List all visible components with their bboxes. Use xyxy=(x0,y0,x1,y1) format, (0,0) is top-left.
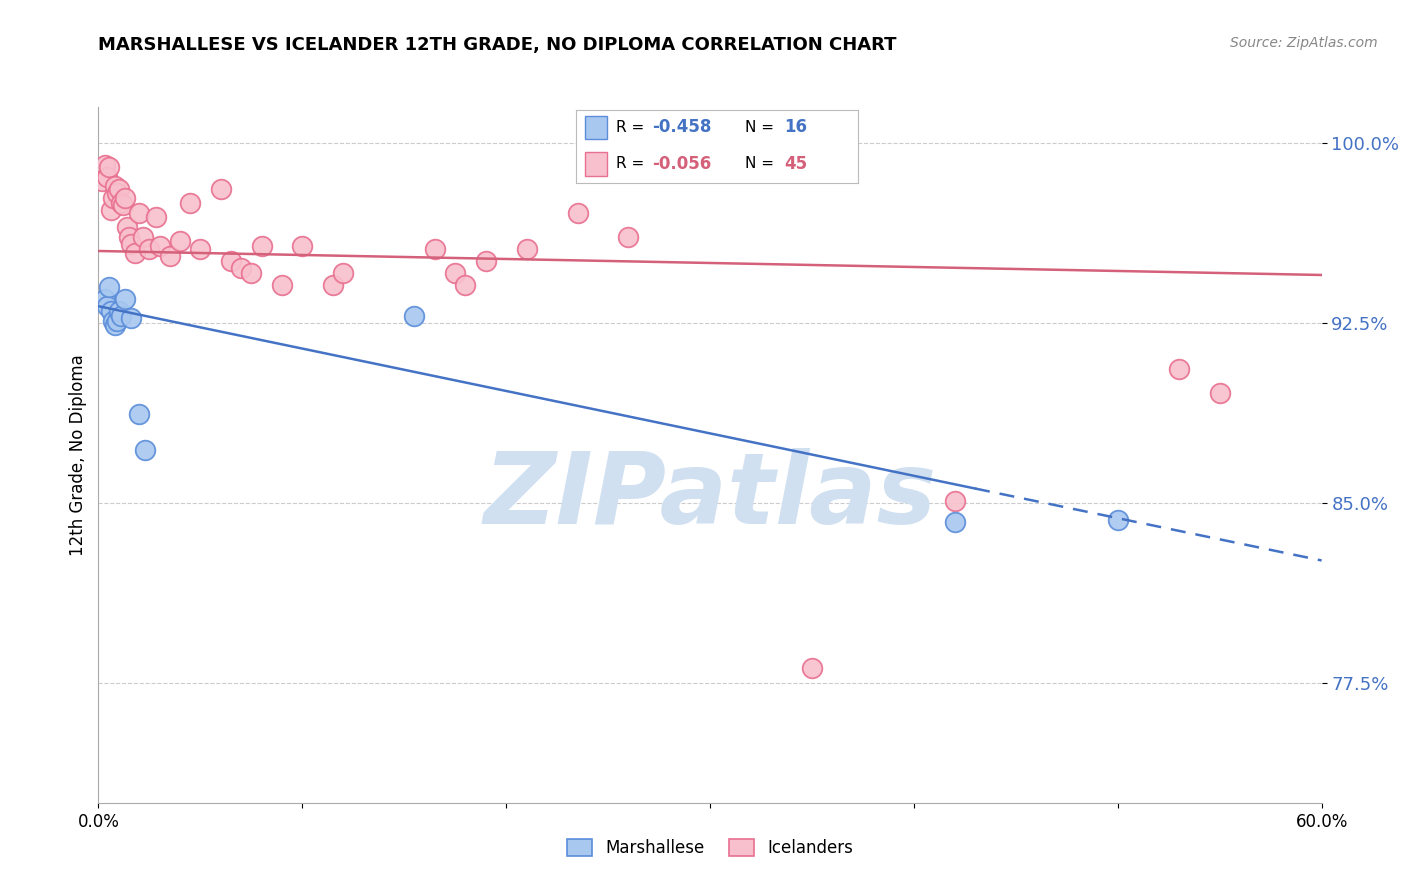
Point xyxy=(423,242,446,256)
Point xyxy=(97,160,120,174)
Point xyxy=(118,229,141,244)
Point xyxy=(169,235,191,249)
Point xyxy=(120,311,142,326)
Bar xyxy=(585,153,607,176)
Text: 16: 16 xyxy=(785,119,807,136)
Point xyxy=(91,174,114,188)
Y-axis label: 12th Grade, No Diploma: 12th Grade, No Diploma xyxy=(69,354,87,556)
Point xyxy=(134,443,156,458)
Point xyxy=(101,191,124,205)
Point xyxy=(454,277,477,292)
Point xyxy=(128,205,150,219)
Point xyxy=(240,266,263,280)
Point xyxy=(111,198,134,212)
Point xyxy=(100,203,122,218)
Point xyxy=(516,242,538,256)
Text: MARSHALLESE VS ICELANDER 12TH GRADE, NO DIPLOMA CORRELATION CHART: MARSHALLESE VS ICELANDER 12TH GRADE, NO … xyxy=(98,36,897,54)
Point xyxy=(138,242,160,256)
Bar xyxy=(585,116,607,139)
Point xyxy=(209,181,232,195)
Point xyxy=(124,246,146,260)
Point xyxy=(149,239,172,253)
Text: Source: ZipAtlas.com: Source: ZipAtlas.com xyxy=(1230,36,1378,50)
Point xyxy=(1107,513,1129,527)
Point xyxy=(159,249,181,263)
Point xyxy=(104,318,127,333)
Point xyxy=(404,309,426,323)
Point xyxy=(97,280,120,294)
Point xyxy=(145,211,167,225)
Text: 45: 45 xyxy=(785,155,807,173)
Text: -0.458: -0.458 xyxy=(652,119,711,136)
Point xyxy=(332,266,354,280)
Point xyxy=(104,179,127,194)
Point xyxy=(96,299,118,313)
Point xyxy=(110,309,132,323)
Point xyxy=(100,304,122,318)
Point xyxy=(114,191,136,205)
Point xyxy=(231,260,253,275)
Point xyxy=(93,158,115,172)
Point xyxy=(943,515,966,529)
Point xyxy=(110,196,132,211)
Point xyxy=(105,186,128,201)
Point xyxy=(567,205,589,219)
Point xyxy=(101,313,124,327)
Point xyxy=(108,181,131,195)
Point xyxy=(132,229,155,244)
Point xyxy=(93,292,115,306)
Text: N =: N = xyxy=(745,156,779,171)
Text: -0.056: -0.056 xyxy=(652,155,711,173)
Point xyxy=(250,239,273,253)
Point xyxy=(270,277,294,292)
Point xyxy=(1167,361,1189,376)
Point xyxy=(617,229,640,244)
Legend: Marshallese, Icelanders: Marshallese, Icelanders xyxy=(560,832,860,864)
Point xyxy=(114,292,136,306)
Point xyxy=(801,661,824,675)
Point xyxy=(115,219,138,234)
Point xyxy=(108,304,131,318)
Text: R =: R = xyxy=(616,156,650,171)
Point xyxy=(322,277,344,292)
Point xyxy=(188,242,212,256)
Point xyxy=(943,493,966,508)
Point xyxy=(1209,385,1232,400)
Point xyxy=(96,169,118,184)
Point xyxy=(128,407,150,421)
Point xyxy=(444,266,467,280)
Point xyxy=(291,239,314,253)
Text: N =: N = xyxy=(745,120,779,135)
Point xyxy=(179,196,201,211)
Point xyxy=(105,313,128,327)
Text: R =: R = xyxy=(616,120,650,135)
Point xyxy=(120,236,142,251)
Point xyxy=(219,253,242,268)
Text: ZIPatlas: ZIPatlas xyxy=(484,448,936,545)
Point xyxy=(474,253,498,268)
